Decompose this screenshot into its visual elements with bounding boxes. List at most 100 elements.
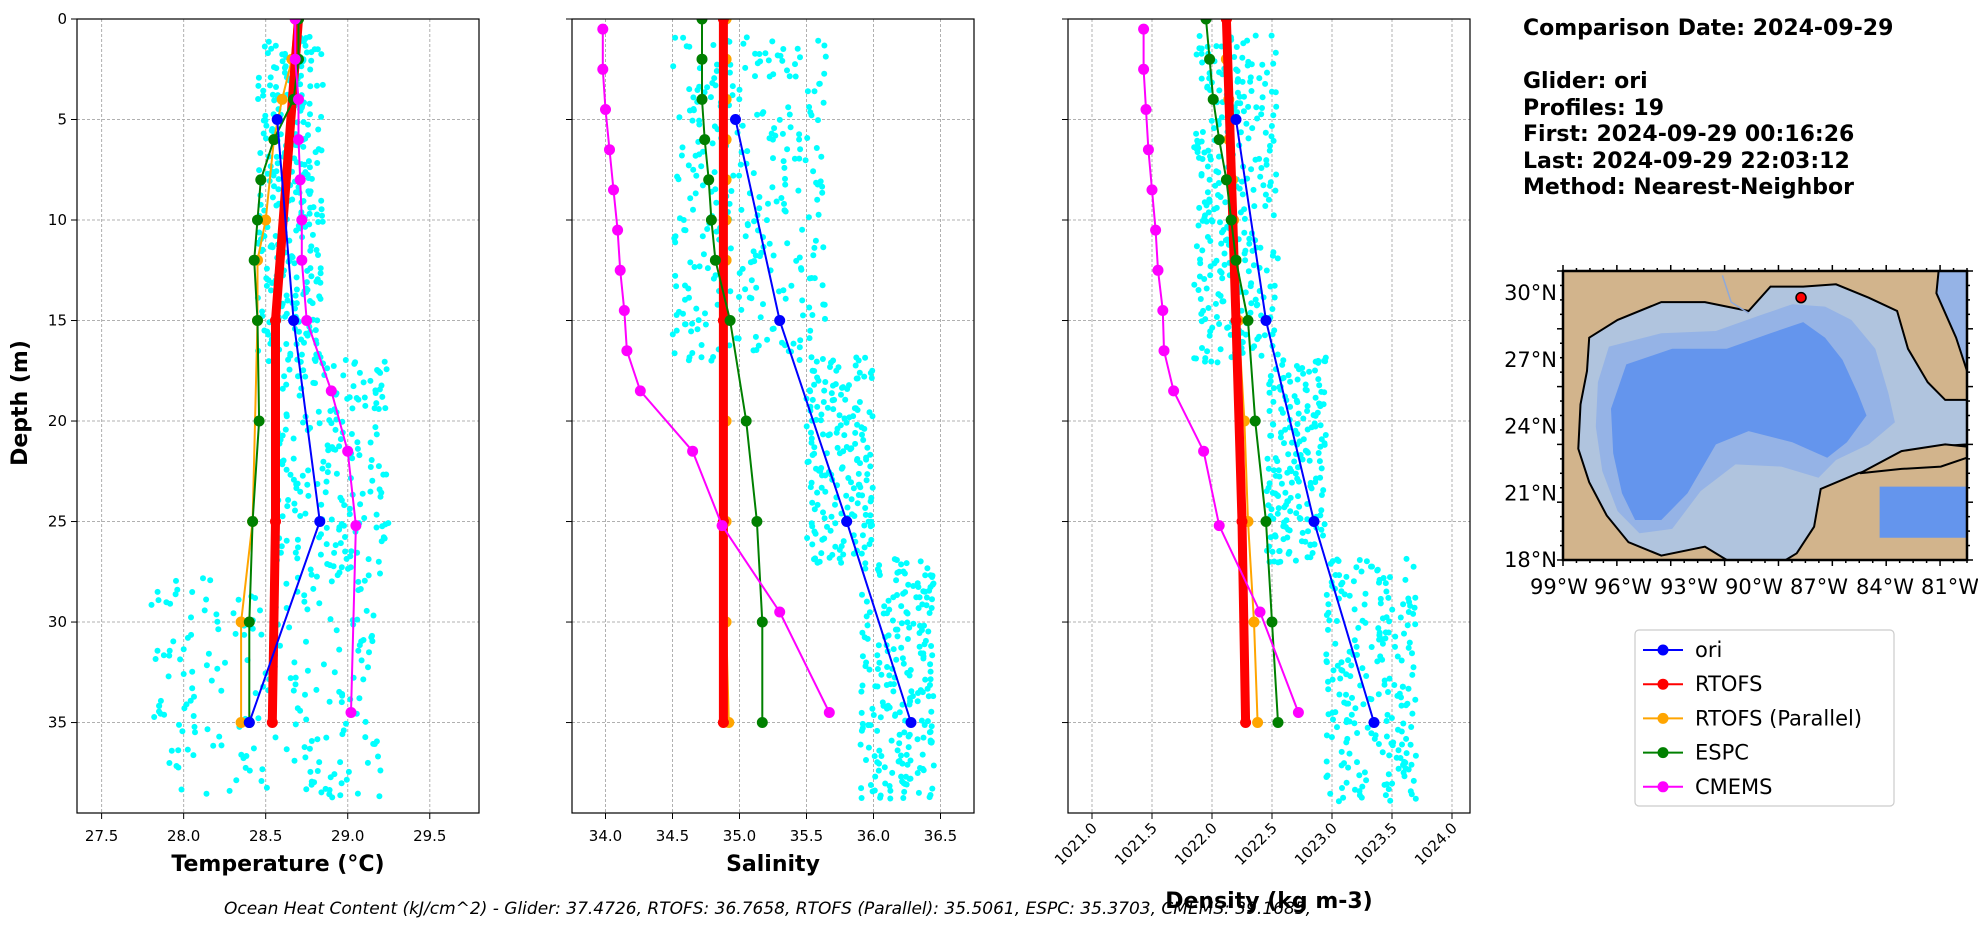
glider-profile-point [1340,794,1347,801]
cmems-marker [608,184,619,196]
glider-profile-point [261,327,268,334]
glider-profile-point [301,744,308,751]
glider-profile-point [1286,527,1293,534]
glider-profile-point [917,687,924,694]
glider-profile-point [316,420,323,427]
glider-profile-point [306,33,313,40]
glider-profile-point [787,124,794,131]
glider-profile-point [1400,601,1407,608]
glider-profile-point [830,382,836,389]
x-tick-label: 36.5 [924,827,957,845]
glider-profile-point [811,381,818,388]
glider-profile-point [672,239,679,246]
last-profile-time: Last: 2024-09-29 22:03:12 [1523,148,1850,174]
glider-profile-point [1239,78,1246,85]
glider-profile-point [736,294,742,300]
axes-frame [1067,18,1471,814]
glider-profile-point [264,224,271,231]
glider-profile-point [1358,568,1365,575]
glider-profile-point [1392,633,1399,640]
glider-profile-point [1360,701,1367,708]
glider-profile-point [851,405,858,412]
glider-profile-point [1327,790,1334,797]
glider-profile-point [814,501,821,508]
espc-marker [751,516,763,527]
glider-profile-point [686,354,693,361]
glider-profile-point [832,501,838,508]
glider-profile-point [1354,759,1360,766]
glider-profile-point [294,555,301,562]
glider-profile-point [1343,739,1350,746]
glider-profile-point [318,51,325,58]
glider-profile-point [819,356,826,362]
glider-profile-point [834,425,841,432]
glider-profile-point [691,264,698,270]
depth-axis-label: Depth (m) [8,340,33,466]
glider-profile-point [1314,409,1321,416]
glider-profile-point [699,182,706,189]
glider-profile-point [1382,635,1389,642]
espc-marker [252,214,263,226]
glider-profile-point [278,543,285,550]
glider-profile-point [1380,575,1387,581]
glider-profile-point [307,204,314,211]
cmems-marker [1198,445,1210,457]
glider-profile-point [315,219,322,225]
glider-profile-point [1389,780,1396,787]
glider-profile-point [917,558,924,565]
glider-profile-point [1287,403,1294,410]
glider-profile-point [712,82,719,89]
glider-profile-point [1335,558,1342,564]
glider-profile-point [826,554,833,561]
glider-profile-point [1293,510,1300,517]
cmems-line [1142,28,1300,714]
glider-profile-point [821,515,828,522]
glider-profile-point [792,61,798,68]
glider-profile-point [906,701,913,708]
glider-profile-point [890,688,897,695]
glider-profile-point [866,609,873,616]
glider-profile-point [1332,640,1339,647]
espc-marker [1272,717,1284,728]
glider-profile-point [200,575,206,582]
glider-profile-point [265,38,272,45]
legend-rtofs-parallel-marker [1657,712,1669,724]
glider-profile-point [1225,324,1232,331]
glider-profile-point [685,162,692,169]
glider-profile-point [921,722,928,728]
glider-profile-point [1198,171,1205,177]
x-axis-label: Temperature (°C) [171,852,384,877]
glider-profile-point [1259,105,1265,111]
espc-marker [696,53,708,65]
glider-profile-point [1287,378,1294,385]
glider-profile-point [304,171,311,178]
glider-profile-point [853,375,860,382]
glider-profile-point [809,541,816,548]
glider-profile-point [881,764,888,771]
glider-profile-point [920,734,927,741]
glider-profile-point [1375,625,1382,632]
glider-profile-point [305,121,311,128]
glider-profile-point [1211,125,1217,132]
glider-profile-point [1323,591,1330,598]
glider-profile-point [1281,440,1287,447]
glider-profile-point [1318,492,1325,498]
glider-profile-point [1358,794,1365,801]
glider-profile-point [1318,526,1325,533]
glider-profile-point [1248,88,1255,94]
cmems-marker [600,104,611,115]
glider-profile-point [312,380,318,387]
glider-profile-point [279,513,286,520]
glider-profile-point [822,379,829,385]
glider-profile-point [1218,269,1225,276]
glider-profile-point [1245,135,1252,142]
glider-profile-point [750,170,757,177]
glider-profile-point [268,45,275,52]
cmems-marker [614,264,626,276]
glider-profile-point [283,580,290,587]
glider-profile-point [1249,125,1256,132]
glider-profile-point [868,375,875,381]
glider-profile-point [187,697,194,704]
glider-profile-point [1304,403,1311,410]
glider-profile-point [1257,173,1264,180]
